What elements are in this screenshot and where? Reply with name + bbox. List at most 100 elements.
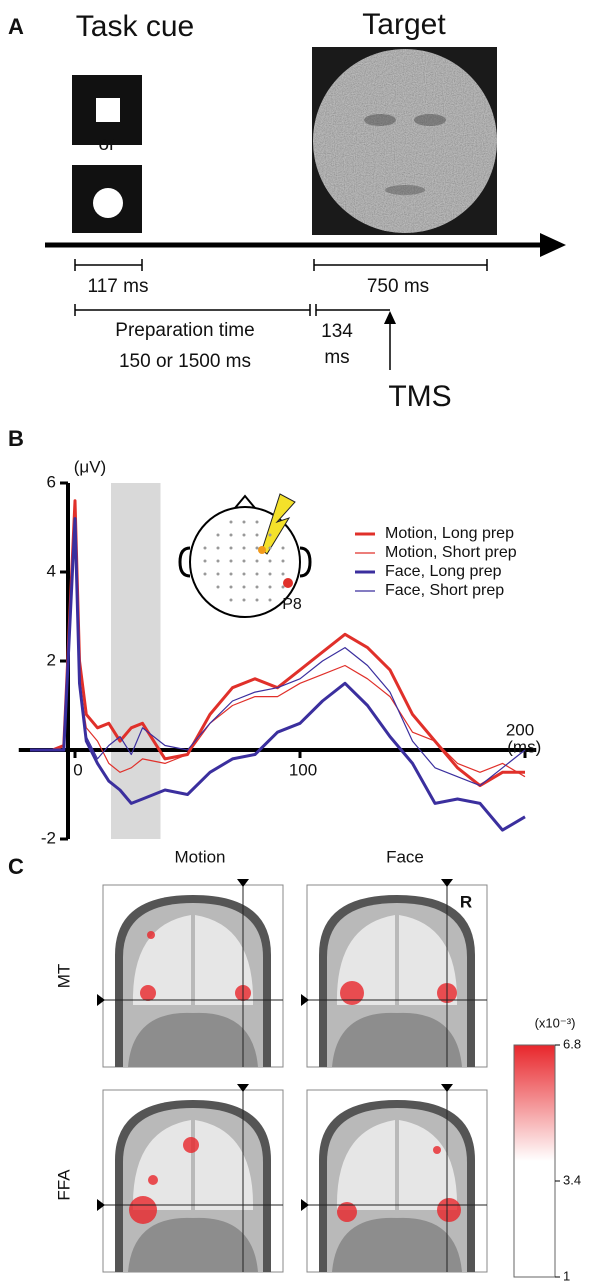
brain-slice (97, 1084, 284, 1273)
crosshair-marker (97, 994, 105, 1006)
electrode (216, 585, 220, 589)
electrode (255, 520, 259, 524)
electrode (229, 598, 233, 602)
electrode (242, 572, 246, 576)
cerebellum (332, 1217, 462, 1272)
electrode (229, 572, 233, 576)
electrode (255, 585, 259, 589)
cerebellum (128, 1012, 258, 1067)
colorbar-label: (x10⁻³) (535, 1015, 576, 1030)
electrode (242, 585, 246, 589)
electrode-label: P8 (282, 596, 302, 613)
electrode (255, 533, 259, 537)
activation (183, 1137, 199, 1153)
electrode (255, 572, 259, 576)
legend-label: Face, Short prep (385, 582, 504, 599)
electrode (242, 533, 246, 537)
cue-circle-shape (93, 188, 123, 218)
timeline-arrow (540, 233, 566, 257)
electrode (268, 598, 272, 602)
crosshair-marker (97, 1199, 105, 1211)
electrode (268, 585, 272, 589)
y-axis-label: (μV) (74, 457, 106, 476)
y-tick-label: 4 (47, 561, 56, 580)
shaded-region (111, 483, 161, 839)
series-line (30, 499, 525, 788)
crosshair-marker (301, 1199, 309, 1211)
cue-duration: 117 ms (88, 276, 149, 297)
colorbar: (x10⁻³) 1 3.4 6.8 (513, 1015, 581, 1283)
column-label: Motion (174, 847, 225, 866)
electrode (216, 533, 220, 537)
colorbar-tick-label: 6.8 (563, 1036, 581, 1051)
electrode (242, 546, 246, 550)
electrode (203, 572, 207, 576)
electrode (268, 546, 272, 550)
x-axis-label: (ms) (507, 737, 541, 756)
crosshair-marker (237, 879, 249, 887)
electrode (203, 559, 207, 563)
head-inset (178, 493, 312, 618)
electrode (242, 598, 246, 602)
x-tick-label: 0 (73, 760, 82, 779)
y-tick-label: 6 (47, 472, 56, 491)
cue-title: Task cue (76, 10, 194, 43)
activation (140, 985, 156, 1001)
white-matter (132, 1120, 254, 1210)
legend-label: Motion, Short prep (385, 544, 517, 561)
x-tick-label: 100 (289, 760, 317, 779)
tms-delay-unit: ms (324, 347, 349, 368)
crosshair-marker (301, 994, 309, 1006)
colorbar-tick-label: 1 (563, 1268, 570, 1283)
cerebellum (128, 1217, 258, 1272)
activation (147, 931, 155, 939)
electrode (216, 572, 220, 576)
target-duration: 750 ms (367, 276, 429, 297)
or-text: or (99, 134, 117, 155)
panel-label: A (8, 14, 24, 39)
electrode (255, 559, 259, 563)
white-matter (336, 1120, 458, 1210)
activation (340, 981, 364, 1005)
activation (129, 1196, 157, 1224)
brain-slice (301, 1084, 488, 1273)
erp-chart: -2 2 4 6 (μV) 0 100 200(ms) Motion, Long prep Mot… (18, 457, 541, 847)
colorbar-tick-label: 3.4 (563, 1172, 581, 1187)
electrode (229, 533, 233, 537)
series-line (30, 526, 526, 787)
row-label: MT (54, 964, 73, 989)
y-tick-label: 2 (47, 650, 56, 669)
brain-maps (97, 879, 488, 1273)
colorbar-scale (513, 1044, 556, 1278)
activation (433, 1146, 441, 1154)
electrode (242, 559, 246, 563)
activation (437, 1198, 461, 1222)
electrode (255, 546, 259, 550)
electrode (229, 559, 233, 563)
electrode (216, 559, 220, 563)
electrode (268, 559, 272, 563)
electrode (242, 520, 246, 524)
tms-label: TMS (388, 380, 451, 413)
crosshair-marker (441, 1084, 453, 1092)
cue-square-shape (96, 98, 120, 122)
white-matter (132, 915, 254, 1005)
electrode (281, 585, 285, 589)
electrode (229, 585, 233, 589)
electrode (268, 533, 272, 537)
brackets (74, 259, 488, 370)
prep-values: 150 or 1500 ms (119, 351, 251, 372)
electrode (255, 598, 259, 602)
panel-label: C (8, 854, 24, 879)
electrode (229, 520, 233, 524)
prep-label: Preparation time (115, 320, 254, 341)
target-face (313, 49, 497, 233)
column-label: Face (386, 847, 424, 866)
target-title: Target (362, 8, 446, 41)
brain-slice (97, 879, 284, 1068)
tms-arrow (384, 311, 396, 324)
white-matter (336, 915, 458, 1005)
hemisphere-label: R (460, 892, 472, 911)
